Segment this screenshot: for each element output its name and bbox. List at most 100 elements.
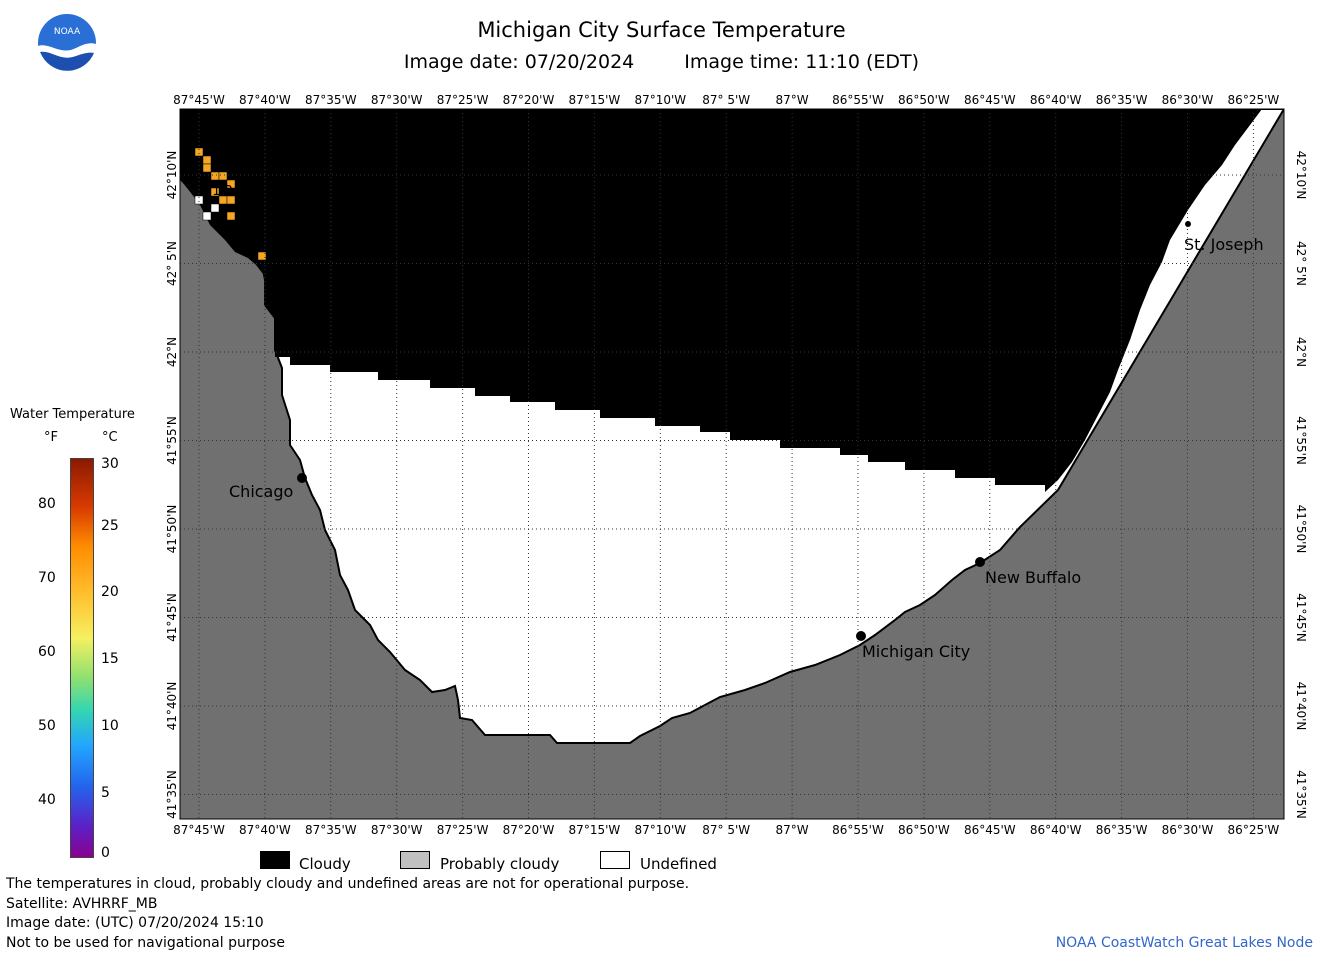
longitude-tick-label: 87° 5'W [702, 93, 750, 107]
longitude-tick-label: 86°40'W [1030, 823, 1082, 837]
longitude-tick-label: 87°45'W [173, 93, 225, 107]
longitude-tick-label: 86°45'W [964, 823, 1016, 837]
latitude-tick-label: 42° 5'N [1294, 241, 1308, 286]
colorbar-f-label: 70 [38, 570, 56, 586]
key-undefined-label: Undefined [640, 855, 717, 873]
legend-unit-c: °C [102, 430, 118, 445]
map-frame [179, 108, 1285, 820]
legend-unit-f: °F [44, 430, 58, 445]
temperature-colorbar [70, 458, 94, 858]
longitude-tick-label: 87°20'W [503, 93, 555, 107]
longitude-tick-label: 87°30'W [371, 823, 423, 837]
graticule [180, 109, 1284, 819]
longitude-ticks-top: 87°45'W 87°40'W 87°35'W 87°30'W 87°25'W 87°20… [173, 93, 1279, 107]
svg-text:NOAA: NOAA [54, 27, 81, 37]
longitude-tick-label: 87°20'W [503, 823, 555, 837]
longitude-tick-label: 86°30'W [1162, 93, 1214, 107]
map-subtitle: Image date: 07/20/2024 Image time: 11:10… [0, 51, 1323, 73]
latitude-ticks-right: 42°10'N 42° 5'N 42°N 41°55'N 41°50'N 41°45'N 4… [1294, 151, 1308, 819]
temperature-label: 71.2 [204, 184, 233, 199]
latitude-ticks-left: 42°10'N 42° 5'N 42°N 41°55'N 41°50'N 41°45'N 4… [165, 151, 179, 819]
latitude-tick-label: 41°45'N [165, 593, 179, 642]
latitude-tick-label: 41°55'N [1294, 416, 1308, 465]
latitude-tick-label: 41°55'N [165, 416, 179, 465]
latitude-tick-label: 42°10'N [1294, 151, 1308, 200]
sst-pixels [194, 147, 267, 261]
longitude-tick-label: 87°15'W [569, 823, 621, 837]
colorbar-c-label: 20 [101, 584, 119, 600]
longitude-tick-label: 87°25'W [437, 93, 489, 107]
noaa-logo-icon: NOAA [37, 13, 97, 74]
city-label: Michigan City [862, 642, 970, 661]
longitude-tick-label: 87°40'W [239, 93, 291, 107]
colorbar-c-label: 30 [101, 456, 119, 472]
longitude-tick-label: 86°55'W [832, 823, 884, 837]
city-label: St. Joseph [1184, 235, 1264, 254]
key-cloudy-swatch [260, 851, 290, 869]
longitude-tick-label: 87° 5'W [702, 823, 750, 837]
longitude-tick-label: 86°45'W [964, 93, 1016, 107]
latitude-tick-label: 42°10'N [165, 151, 179, 200]
longitude-tick-label: 86°55'W [832, 93, 884, 107]
latitude-tick-label: 41°45'N [1294, 593, 1308, 642]
longitude-tick-label: 86°25'W [1228, 93, 1280, 107]
legend-title: Water Temperature [10, 407, 135, 422]
longitude-tick-label: 86°35'W [1096, 93, 1148, 107]
colorbar-f-label: 80 [38, 496, 56, 512]
latitude-tick-label: 41°40'N [165, 682, 179, 731]
cloudy-area [180, 109, 1262, 492]
footer-satellite: Satellite: AVHRRF_MB [6, 896, 158, 912]
longitude-tick-label: 87°40'W [239, 823, 291, 837]
longitude-ticks-bottom: 87°45'W 87°40'W 87°35'W 87°30'W 87°25'W 87°20… [173, 823, 1279, 837]
key-cloudy-label: Cloudy [299, 855, 351, 873]
key-undefined-swatch [600, 851, 630, 869]
longitude-tick-label: 87°10'W [634, 93, 686, 107]
key-probably-cloudy-swatch [400, 851, 430, 869]
longitude-tick-label: 86°35'W [1096, 823, 1148, 837]
footer-note: The temperatures in cloud, probably clou… [6, 876, 690, 892]
latitude-tick-label: 41°35'N [165, 770, 179, 819]
colorbar-c-label: 10 [101, 718, 119, 734]
longitude-tick-label: 86°50'W [898, 93, 950, 107]
colorbar-f-label: 50 [38, 718, 56, 734]
longitude-tick-label: 87°35'W [305, 93, 357, 107]
city-label: New Buffalo [985, 568, 1081, 587]
longitude-tick-label: 87°30'W [371, 93, 423, 107]
latitude-tick-label: 41°50'N [1294, 505, 1308, 554]
footer-image-date: Image date: (UTC) 07/20/2024 15:10 [6, 915, 264, 931]
colorbar-c-label: 0 [101, 845, 110, 861]
longitude-tick-label: 86°25'W [1228, 823, 1280, 837]
longitude-tick-label: 87°25'W [437, 823, 489, 837]
latitude-tick-label: 42° 5'N [165, 241, 179, 286]
city-label: Chicago [229, 482, 293, 501]
city-st-joseph: St. Joseph [1184, 221, 1264, 254]
image-date: Image date: 07/20/2024 [403, 51, 635, 73]
colorbar-f-label: 60 [38, 644, 56, 660]
latitude-tick-label: 42°N [1294, 337, 1308, 367]
colorbar-f-label: 40 [38, 792, 56, 808]
footer-nav-warning: Not to be used for navigational purpose [6, 935, 285, 951]
longitude-tick-label: 87°45'W [173, 823, 225, 837]
latitude-tick-label: 41°50'N [165, 505, 179, 554]
colorbar-c-label: 5 [101, 785, 110, 801]
longitude-tick-label: 87°15'W [569, 93, 621, 107]
colorbar-c-label: 25 [101, 518, 119, 534]
city-michigan-city: Michigan City [856, 631, 970, 661]
credit-label: NOAA CoastWatch Great Lakes Node [1055, 935, 1313, 951]
longitude-tick-label: 87°W [776, 93, 809, 107]
longitude-tick-label: 86°50'W [898, 823, 950, 837]
city-new-buffalo: New Buffalo [975, 557, 1081, 587]
key-probably-cloudy-label: Probably cloudy [440, 855, 560, 873]
longitude-tick-label: 86°30'W [1162, 823, 1214, 837]
map-title: Michigan City Surface Temperature [477, 18, 846, 42]
latitude-tick-label: 42°N [165, 337, 179, 367]
longitude-tick-label: 87°W [776, 823, 809, 837]
longitude-tick-label: 86°40'W [1030, 93, 1082, 107]
latitude-tick-label: 41°40'N [1294, 682, 1308, 731]
city-chicago: Chicago [229, 473, 307, 501]
colorbar-c-label: 15 [101, 651, 119, 667]
image-time: Image time: 11:10 (EDT) [684, 51, 920, 73]
latitude-tick-label: 41°35'N [1294, 770, 1308, 819]
longitude-tick-label: 87°35'W [305, 823, 357, 837]
